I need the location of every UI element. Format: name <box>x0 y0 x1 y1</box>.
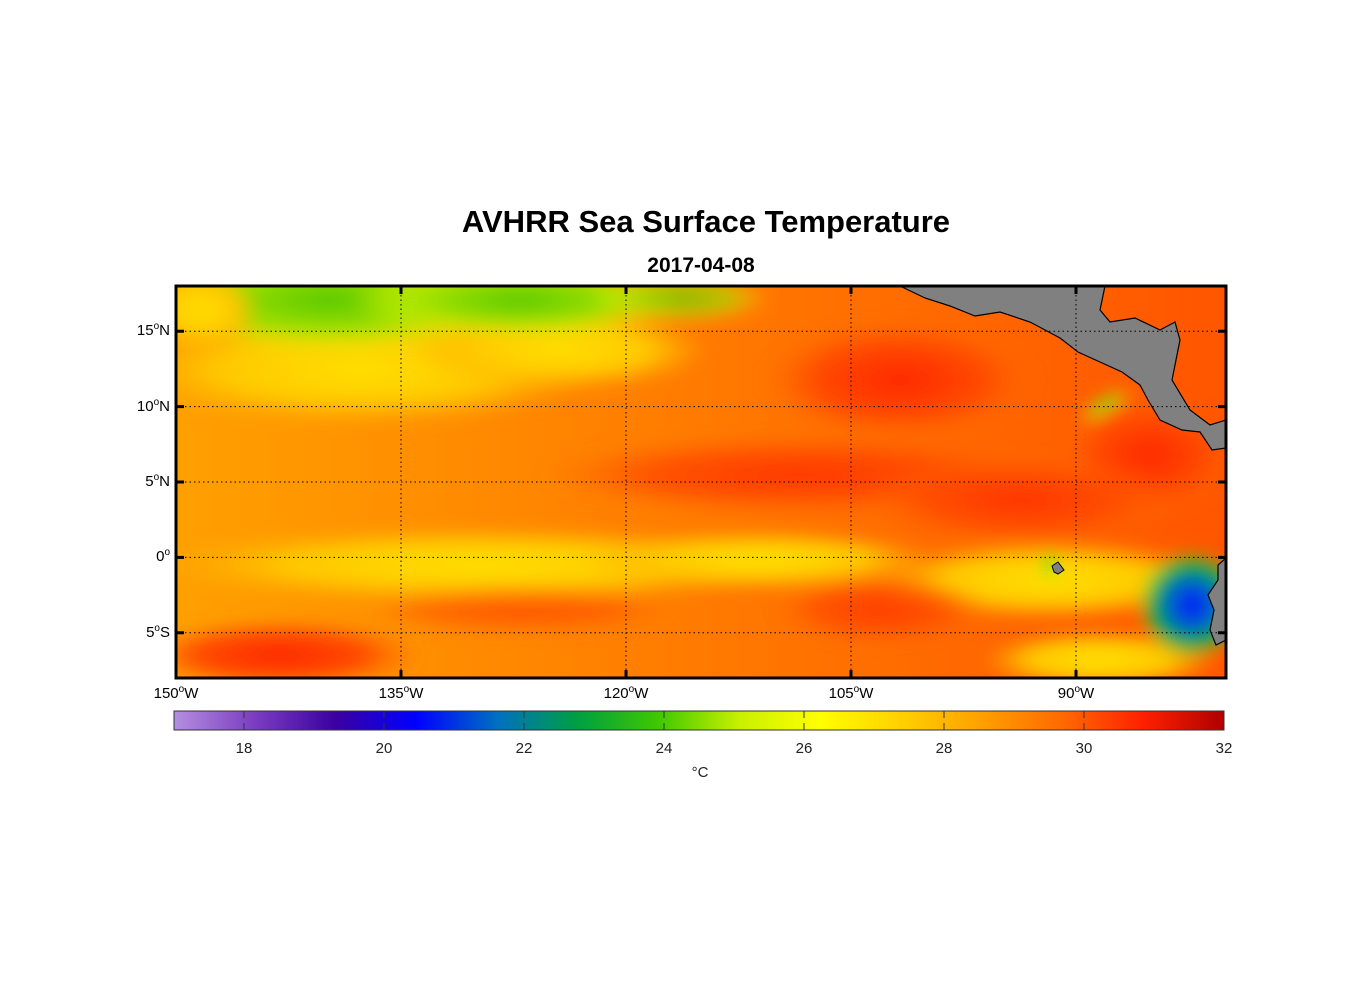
hemisphere-suffix: W <box>184 685 199 702</box>
degree-symbol: o <box>153 396 160 408</box>
hemisphere-suffix: N <box>159 397 170 415</box>
lat-label: 5oS <box>110 623 170 641</box>
lat-label: 0o <box>110 547 170 565</box>
label-value: 120 <box>603 685 629 702</box>
sst-field <box>176 286 1226 678</box>
lat-label: 5oN <box>110 472 170 490</box>
label-value: 135 <box>378 685 404 702</box>
label-value: 15 <box>136 322 154 340</box>
hemisphere-suffix: W <box>634 685 649 702</box>
label-value: 10 <box>136 397 154 415</box>
degree-symbol: o <box>153 472 160 483</box>
degree-symbol: o <box>153 321 160 333</box>
galapagos-island <box>1051 561 1065 575</box>
hemisphere-suffix: W <box>1080 685 1095 702</box>
colorbar-tick-label: 22 <box>515 740 533 757</box>
colorbar-tick-label: 32 <box>1215 740 1233 757</box>
lon-label: 105oW <box>811 684 891 702</box>
chart-title: AVHRR Sea Surface Temperature <box>461 204 951 239</box>
hemisphere-suffix: W <box>859 685 874 702</box>
hemisphere-suffix: W <box>409 685 424 702</box>
colorbar-tick-label: 30 <box>1075 740 1093 757</box>
label-value: 150 <box>153 685 179 702</box>
degree-symbol: o <box>164 547 170 559</box>
colorbar <box>173 710 1225 731</box>
colorbar-tick-label: 20 <box>375 740 393 757</box>
degree-symbol: o <box>853 684 860 695</box>
lat-label: 10oN <box>110 397 170 415</box>
frame-ticks <box>174 286 1226 678</box>
colorbar-unit: °C <box>691 764 709 781</box>
degree-symbol: o <box>178 684 185 695</box>
label-value: 0 <box>156 548 165 566</box>
hemisphere-suffix: S <box>159 623 170 641</box>
colorbar-ticks <box>243 711 1225 730</box>
hemisphere-suffix: N <box>159 473 170 490</box>
degree-symbol: o <box>628 684 635 695</box>
degree-symbol: o <box>403 684 410 695</box>
lon-label: 120oW <box>586 684 666 702</box>
degree-symbol: o <box>1074 684 1081 695</box>
degree-symbol: o <box>154 622 160 634</box>
lon-label: 135oW <box>361 684 441 702</box>
label-value: 5 <box>146 623 155 641</box>
label-value: 5 <box>145 473 154 490</box>
chart-subtitle: 2017-04-08 <box>647 254 755 277</box>
lat-label: 15oN <box>110 321 170 339</box>
south-america-land <box>1207 557 1226 646</box>
colorbar-tick-label: 28 <box>935 740 953 757</box>
label-value: 105 <box>828 685 854 702</box>
hemisphere-suffix: N <box>159 322 170 340</box>
colorbar-tick-label: 26 <box>795 740 813 757</box>
colorbar-tick-label: 18 <box>235 740 253 757</box>
lon-label: 150oW <box>136 684 216 702</box>
lon-label: 90oW <box>1036 684 1116 702</box>
central-america-land <box>899 286 1226 451</box>
label-value: 90 <box>1057 685 1075 702</box>
colorbar-tick-label: 24 <box>655 740 673 757</box>
